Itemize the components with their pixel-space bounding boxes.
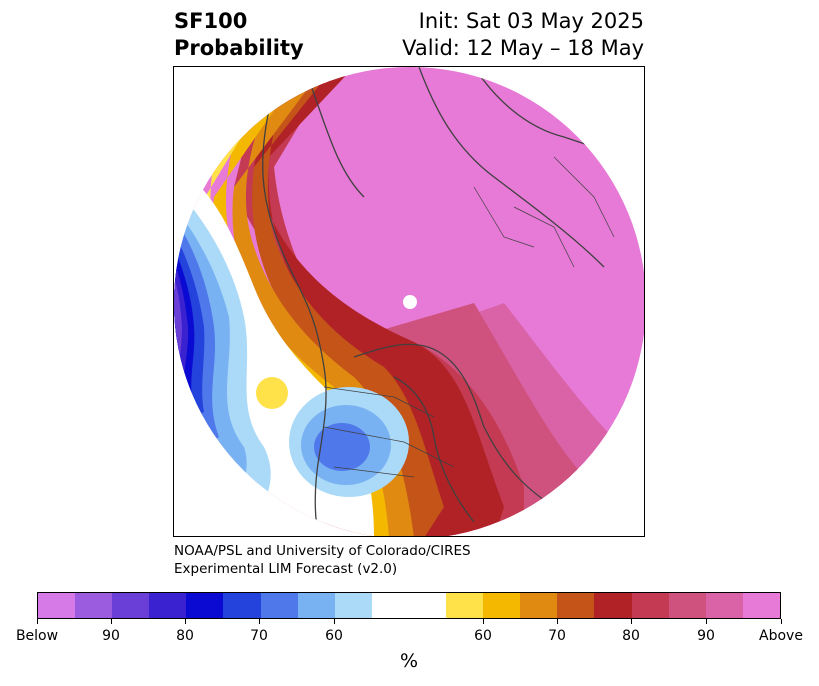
title-right: Init: Sat 03 May 2025 Valid: 12 May – 18… bbox=[402, 8, 644, 62]
tick-label-below-70: 70 bbox=[250, 628, 268, 644]
pole-marker bbox=[403, 295, 417, 309]
tick-label-above-80: 80 bbox=[622, 628, 640, 644]
variable-name: SF100 bbox=[174, 9, 248, 33]
colorbar-segment bbox=[668, 593, 706, 618]
tick-label-above-90: 90 bbox=[697, 628, 715, 644]
colorbar-segment bbox=[483, 593, 521, 618]
colorbar-segment bbox=[223, 593, 261, 618]
field-pacific-patch bbox=[256, 377, 288, 409]
colorbar-segment bbox=[149, 593, 187, 618]
borders bbox=[323, 156, 615, 478]
map-type: Probability bbox=[174, 36, 304, 60]
field-above-60 bbox=[254, 67, 504, 536]
colorbar-segment bbox=[705, 593, 743, 618]
title-left: SF100 Probability bbox=[174, 8, 304, 62]
field-nw-us-80 bbox=[314, 423, 370, 471]
init-date: Init: Sat 03 May 2025 bbox=[418, 9, 644, 33]
tick-mark bbox=[706, 619, 707, 624]
map-panel bbox=[173, 66, 645, 537]
colorbar-segment bbox=[520, 593, 558, 618]
colorbar-segment bbox=[446, 593, 484, 618]
colorbar-segment bbox=[112, 593, 150, 618]
tick-label-below-80: 80 bbox=[176, 628, 194, 644]
tick-label-above-70: 70 bbox=[548, 628, 566, 644]
colorbar-segment bbox=[260, 593, 298, 618]
colorbar-segment bbox=[334, 593, 372, 618]
tick-label-below-60: 60 bbox=[325, 628, 343, 644]
colorbar-unit: % bbox=[399, 650, 419, 672]
credit: NOAA/PSL and University of Colorado/CIRE… bbox=[174, 542, 471, 578]
tick-label-below: Below bbox=[15, 628, 59, 644]
colorbar-segment bbox=[594, 593, 632, 618]
colorbar-segment bbox=[742, 593, 780, 618]
probability-field bbox=[174, 67, 644, 536]
polar-projection-map bbox=[174, 67, 644, 536]
colorbar-segment bbox=[631, 593, 669, 618]
colorbar-segment bbox=[408, 593, 447, 618]
tick-label-below-90: 90 bbox=[102, 628, 120, 644]
tick-mark bbox=[483, 619, 484, 624]
credit-line-1: NOAA/PSL and University of Colorado/CIRE… bbox=[174, 543, 471, 559]
colorbar-segment bbox=[371, 593, 409, 618]
tick-mark bbox=[259, 619, 260, 624]
tick-label-above-60: 60 bbox=[474, 628, 492, 644]
colorbar-segment bbox=[297, 593, 335, 618]
colorbar-segment bbox=[38, 593, 76, 618]
tick-label-above: Above bbox=[759, 628, 803, 644]
tick-mark bbox=[334, 619, 335, 624]
colorbar-segment bbox=[557, 593, 595, 618]
tick-mark bbox=[557, 619, 558, 624]
credit-line-2: Experimental LIM Forecast (v2.0) bbox=[174, 561, 398, 577]
valid-range: Valid: 12 May – 18 May bbox=[402, 36, 644, 60]
tick-mark bbox=[781, 619, 782, 624]
tick-mark bbox=[37, 619, 38, 624]
colorbar-segment bbox=[186, 593, 224, 618]
tick-mark bbox=[631, 619, 632, 624]
tick-mark bbox=[111, 619, 112, 624]
tick-mark bbox=[185, 619, 186, 624]
colorbar-segment bbox=[75, 593, 113, 618]
colorbar bbox=[37, 592, 781, 619]
